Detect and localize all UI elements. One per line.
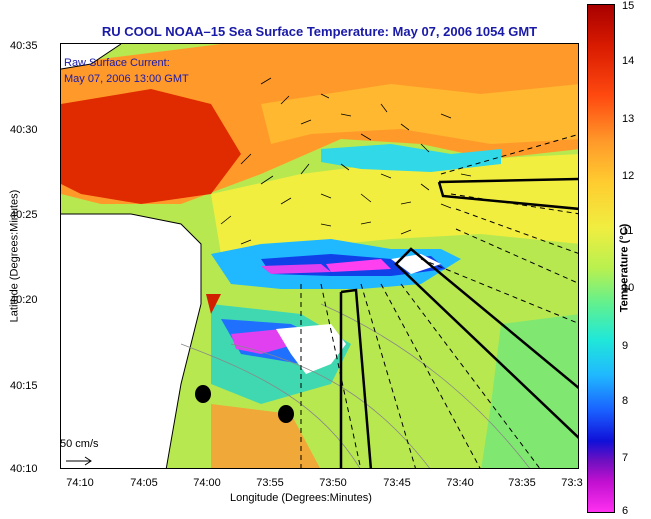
land-new-jersey <box>61 214 201 468</box>
colorbar-tick: 11 <box>622 225 634 237</box>
land-north <box>61 44 121 69</box>
orange-water-region <box>261 84 578 144</box>
x-tick-label: 74:05 <box>130 477 158 489</box>
hot-water-region <box>61 89 241 204</box>
colorbar-tick: 12 <box>622 170 635 182</box>
y-tick-label: 40:15 <box>10 380 38 392</box>
buoy-marker-2 <box>278 405 294 423</box>
magenta-patch-2 <box>326 259 391 272</box>
x-axis-title: Longitude (Degrees:Minutes) <box>230 492 372 504</box>
colorbar-tick: 7 <box>622 452 629 464</box>
region-outlines <box>339 177 578 468</box>
bathymetry-contours <box>180 303 530 468</box>
magenta-patch-1 <box>261 264 331 274</box>
raw-current-label: Raw Surface Current: May 07, 2006 13:00 … <box>64 55 189 87</box>
x-tick-label: 74:10 <box>66 477 94 489</box>
colorbar-title: Temperature (°C) <box>618 223 631 313</box>
y-tick-label: 40:35 <box>10 40 38 52</box>
small-warm-inlet <box>206 294 221 314</box>
map-title: RU COOL NOAA–15 Sea Surface Temperature:… <box>101 24 538 39</box>
sst-map-canvas <box>61 44 578 468</box>
cloud-patch-1 <box>391 254 441 274</box>
x-tick-label: 73:45 <box>383 477 411 489</box>
current-vectors <box>220 77 472 245</box>
x-tick-label: 73:55 <box>256 477 284 489</box>
colorbar-tick: 14 <box>622 55 635 67</box>
colorbar-tick: 9 <box>622 340 629 352</box>
colorbar-tick: 6 <box>622 505 629 517</box>
sst-map[interactable] <box>60 43 579 469</box>
x-tick-label: 73:3 <box>561 477 583 489</box>
scale-arrow-icon <box>66 456 92 466</box>
x-tick-label: 73:40 <box>446 477 474 489</box>
x-tick-label: 73:35 <box>508 477 536 489</box>
y-tick-label: 40:25 <box>10 209 38 221</box>
yellow-band <box>211 154 578 254</box>
colorbar-tick: 15 <box>622 0 635 12</box>
cloud-patch-2 <box>276 324 346 374</box>
colorbar-tick: 8 <box>622 395 629 407</box>
y-tick-label: 40:20 <box>10 294 38 306</box>
y-tick-label: 40:30 <box>10 124 38 136</box>
cyan-streak <box>321 144 501 172</box>
coastline <box>61 44 202 468</box>
x-tick-label: 73:50 <box>319 477 347 489</box>
colorbar-tick: 10 <box>622 282 635 294</box>
buoy-marker-1 <box>195 385 211 403</box>
x-tick-label: 74:00 <box>193 477 221 489</box>
raw-current-line1: Raw Surface Current: <box>64 57 170 69</box>
scale-label: 50 cm/s <box>60 438 99 450</box>
temperature-colorbar <box>587 4 615 513</box>
raw-current-line2: May 07, 2006 13:00 GMT <box>64 73 189 85</box>
y-tick-label: 40:10 <box>10 463 38 475</box>
southwest-warm-water <box>211 404 320 468</box>
y-axis-title: Latitude (Degrees:Minutes) <box>8 189 21 323</box>
colorbar-tick: 13 <box>622 113 635 125</box>
